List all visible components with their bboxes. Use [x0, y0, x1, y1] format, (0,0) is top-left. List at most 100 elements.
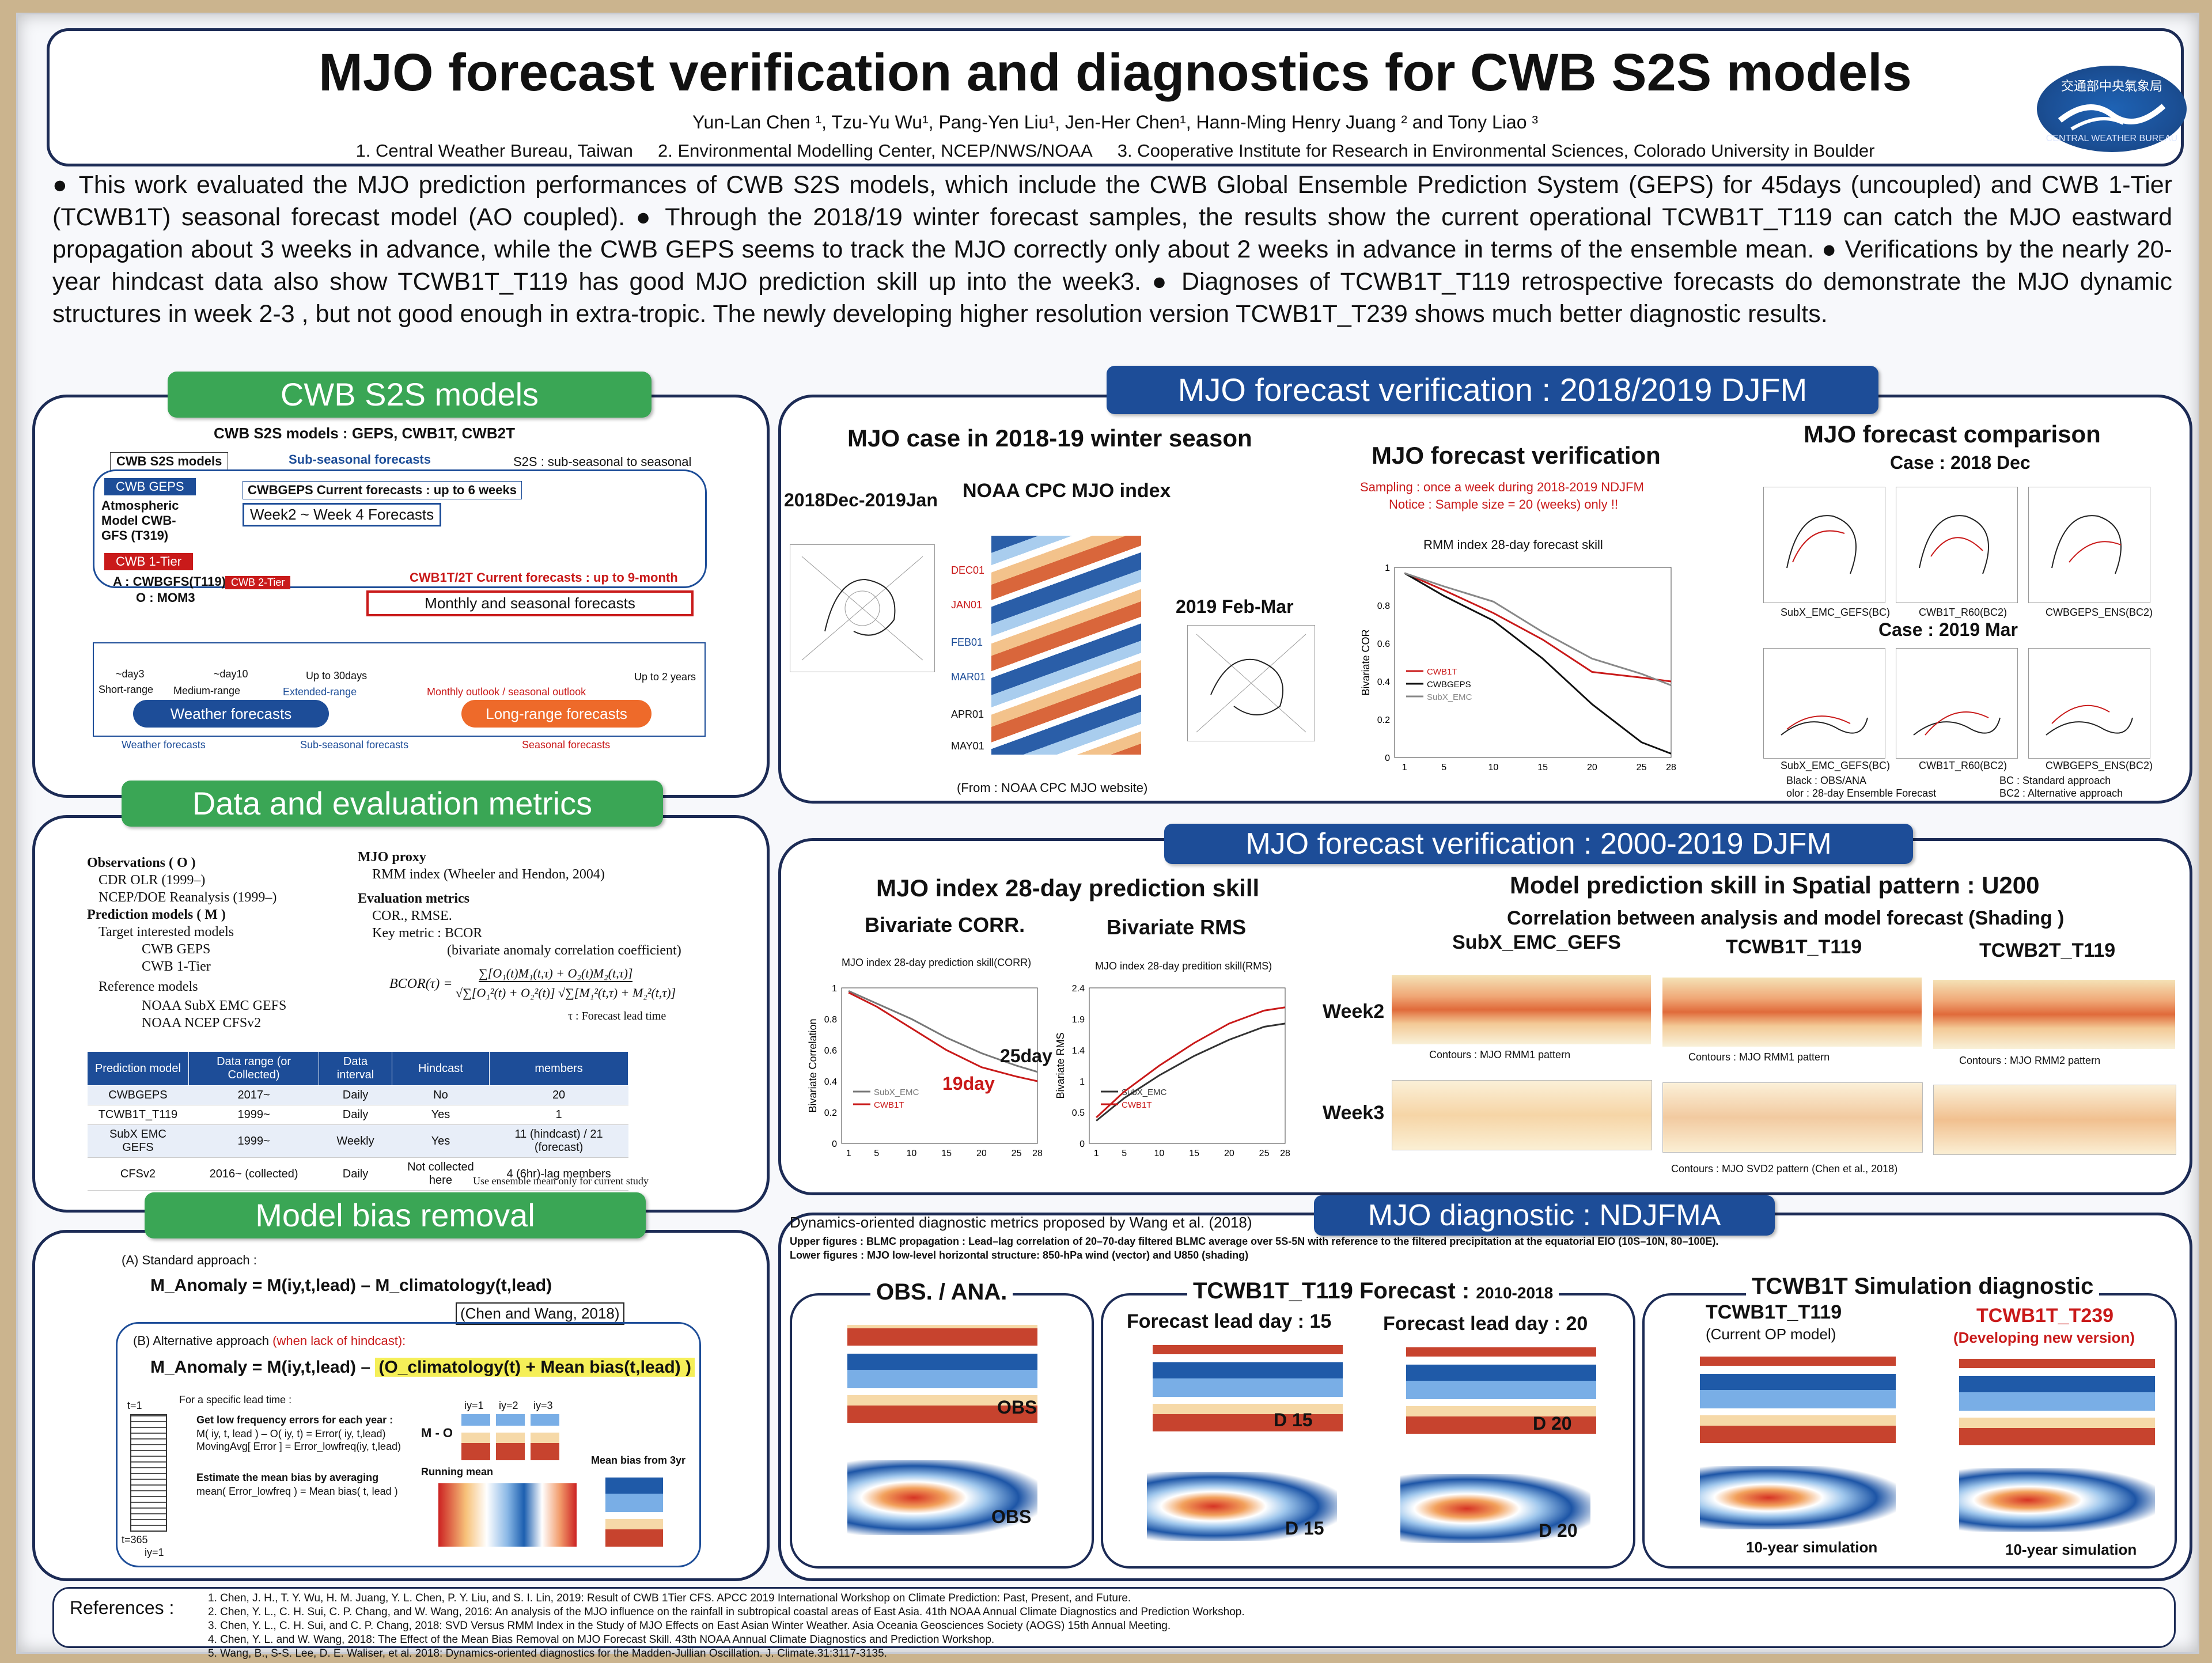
phase-diagram-icon — [1781, 715, 1868, 736]
cmp-label-6: CWBGEPS_ENS(BC2) — [2046, 760, 2153, 771]
for-lead: For a specific lead time : — [179, 1394, 292, 1406]
plot-area — [1089, 987, 1286, 1144]
period-2: 2019 Feb-Mar — [1176, 596, 1294, 617]
onetier-a: A : CWBGFS(T119) — [113, 574, 226, 589]
x-tick-label: 15 — [941, 1149, 952, 1158]
eval-item-1: COR., RMSE. — [372, 908, 452, 923]
tau-note: τ : Forecast lead time — [568, 1010, 666, 1022]
x-tick-label: 15 — [1189, 1149, 1199, 1158]
mo-label: M - O — [421, 1426, 453, 1440]
y-tick-label: 0 — [1080, 1139, 1085, 1149]
bottom-weather: Weather forecasts — [122, 739, 206, 751]
bias-b-box — [116, 1322, 701, 1567]
y-tick-label: 1 — [832, 984, 837, 994]
y-tick-label: 1 — [1385, 563, 1390, 573]
affiliation-3: 3. Cooperative Institute for Research in… — [1117, 141, 1875, 161]
map-w3-2 — [1662, 1082, 1923, 1153]
table-header: members — [489, 1051, 628, 1086]
table-cell: 2017~ — [188, 1085, 319, 1105]
x-tick-label: 1 — [846, 1149, 851, 1158]
monthly-outlook: Monthly outlook / seasonal outlook — [427, 686, 586, 698]
affiliation-1: 1. Central Weather Bureau, Taiwan — [355, 141, 633, 161]
period-1: 2018Dec-2019Jan — [784, 490, 938, 510]
formula-lhs: BCOR(τ) = — [389, 976, 453, 991]
rms-title: Bivariate RMS — [1107, 915, 1247, 939]
legend-entry: SubX_EMC — [1427, 692, 1472, 702]
t239-label: TCWB1T_T239 — [1976, 1305, 2114, 1327]
phase-diagram-icon — [1196, 634, 1306, 733]
s2s-panel — [32, 395, 770, 798]
contour-1: Contours : MJO RMM1 pattern — [1429, 1049, 1571, 1060]
map-w3-3 — [1933, 1085, 2176, 1155]
d15-upper: D 15 — [1274, 1410, 1313, 1430]
x-tick-label: 20 — [976, 1149, 987, 1158]
table-cell: CFSv2 — [87, 1157, 189, 1191]
y-tick-label: 1 — [1080, 1077, 1085, 1087]
cmp-fig-6 — [2028, 648, 2150, 759]
x-tick-label: 1 — [1094, 1149, 1099, 1158]
y-axis-label: Bivariate RMS — [1055, 1032, 1066, 1098]
pred-target: Target interested models — [99, 925, 234, 940]
fv-notice: Notice : Sample size = 20 (weeks) only !… — [1389, 497, 1618, 512]
plot-area — [1394, 567, 1672, 758]
iy1-label: iy=1 — [464, 1400, 484, 1411]
s2s-box-label: CWB S2S models — [110, 452, 229, 471]
phase-diagram-icon — [2051, 515, 2122, 574]
d15-lower: D 15 — [1285, 1518, 1324, 1539]
fc20-lower-fig — [1400, 1474, 1590, 1543]
y-tick-label: 0.4 — [824, 1077, 837, 1087]
cmp-label-4: SubX_EMC_GEFS(BC) — [1781, 760, 1891, 771]
model-label-3: TCWB2T_T119 — [1979, 940, 2116, 961]
x-tick-label: 5 — [1122, 1149, 1127, 1158]
table-cell: 4 (6hr)-lag members — [489, 1157, 628, 1191]
hovmoller: DEC01 JAN01 FEB01 MAR01 APR01 MAY01 — [951, 536, 1147, 755]
y-axis-label: Bivariate Correlation — [807, 1018, 819, 1112]
week3-label: Week3 — [1323, 1102, 1385, 1124]
subseasonal-label: Sub-seasonal forecasts — [289, 452, 431, 467]
table-header: Data interval — [319, 1051, 392, 1086]
model-label-2: TCWB1T_T119 — [1726, 936, 1862, 958]
bcor-desc: (bivariate anomaly correlation coefficie… — [447, 943, 681, 958]
case-1: Case : 2018 Dec — [1890, 452, 2031, 473]
tenyear-2: 10-year simulation — [2005, 1541, 2137, 1558]
bias-fig-2 — [496, 1414, 525, 1460]
authors: Yun-Lan Chen ¹, Tzu-Yu Wu¹, Pang-Yen Liu… — [692, 112, 1539, 132]
bottom-season: Seasonal forecasts — [522, 739, 611, 751]
obs-upper-lbl: OBS — [997, 1397, 1037, 1418]
phase-diagram-icon — [801, 556, 923, 661]
t119-lower-fig — [1700, 1466, 1896, 1529]
metrics-content: Observations ( O ) CDR OLR (1999–) NCEP/… — [87, 838, 749, 1195]
table-cell: No — [392, 1085, 490, 1105]
bias-content: (A) Standard approach : M_Anomaly = M(iy… — [64, 1236, 744, 1570]
hov-row-mar: MAR01 — [951, 671, 986, 683]
model-label-1: SubX_EMC_GEFS — [1452, 931, 1621, 953]
cmp-legend-color: olor : 28-day Ensemble Forecast — [1786, 787, 1937, 799]
onetier-o: O : MOM3 — [136, 590, 195, 605]
poster: MJO forecast verification and diagnostic… — [16, 13, 2199, 1660]
abstract: ● This work evaluated the MJO prediction… — [52, 171, 2172, 328]
cmp-fig-3 — [2028, 487, 2150, 603]
step1a: M( iy, t, lead ) – O( iy, t) = Error( iy… — [196, 1428, 386, 1440]
logo-wave-icon — [2058, 104, 2166, 131]
x-tick-label: 20 — [1587, 763, 1597, 772]
obs-lower-fig — [847, 1460, 1037, 1535]
table-note: Use ensemble mean only for current study — [473, 1175, 649, 1187]
bias-fig-3 — [531, 1414, 559, 1460]
onetier-label: CWB 1-Tier — [104, 553, 194, 570]
y-tick-label: 0.2 — [1377, 715, 1390, 725]
table-header: Data range (or Collected) — [188, 1051, 320, 1086]
stack-icon — [130, 1414, 167, 1532]
fc15-lower-fig — [1147, 1472, 1337, 1541]
short-range: Short-range — [99, 684, 154, 695]
table-cell: CWBGEPS — [87, 1085, 189, 1105]
hov-row-jan: JAN01 — [951, 599, 983, 611]
upto30-label: Up to 30days — [306, 670, 368, 681]
geps-current: CWBGEPS Current forecasts : up to 6 week… — [243, 481, 522, 499]
bias-a-cite: (Chen and Wang, 2018) — [456, 1302, 624, 1325]
series-line — [1404, 572, 1672, 683]
x-tick-label: 15 — [1537, 763, 1548, 772]
day25-label: 25day — [1000, 1045, 1052, 1066]
y-tick-label: 0 — [832, 1139, 837, 1149]
x-tick-label: 10 — [907, 1149, 917, 1158]
x-tick-label: 5 — [1441, 763, 1446, 772]
